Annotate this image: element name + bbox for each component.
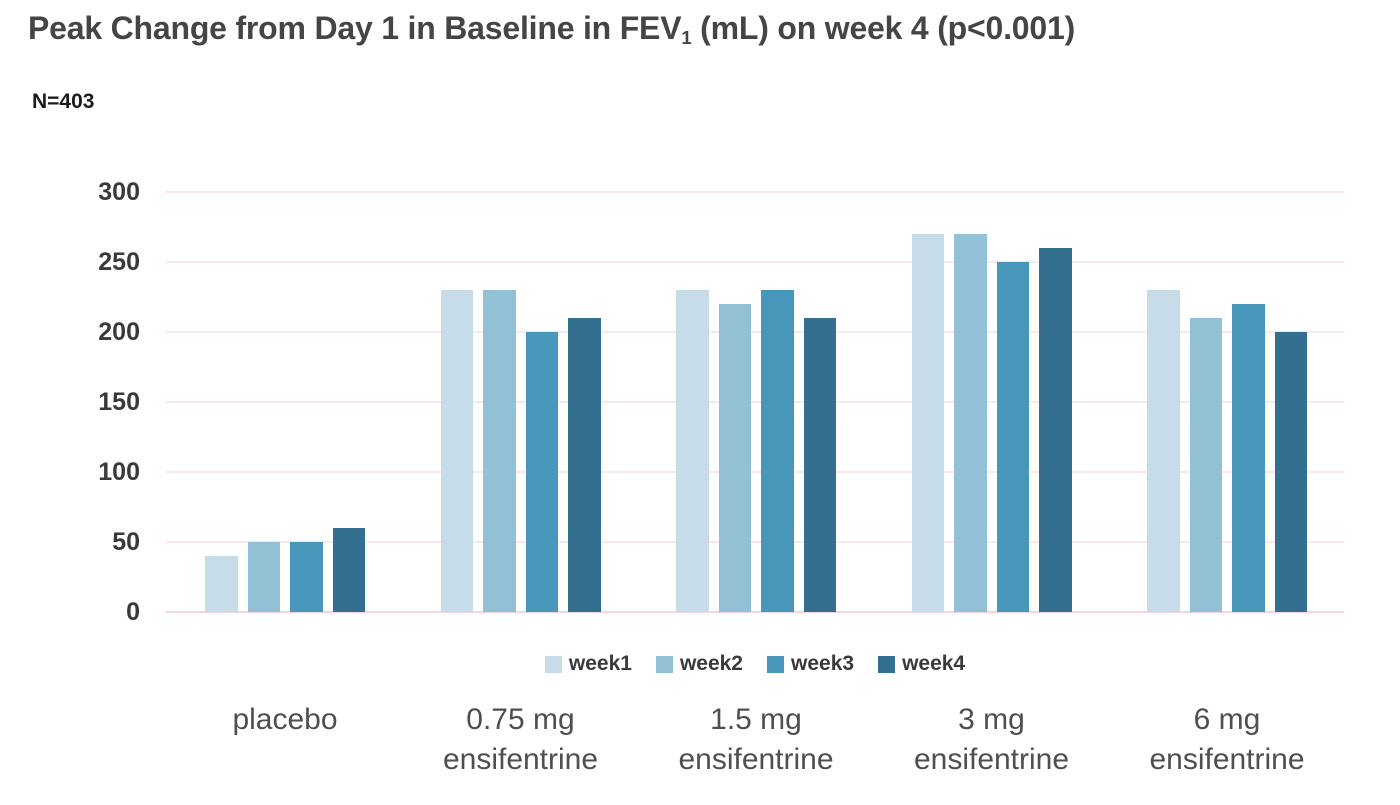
bar-week3-6-mg-ensifentrine <box>1232 304 1265 612</box>
y-tick-label-150: 150 <box>98 388 140 416</box>
chart-title-prefix: Peak Change from Day 1 in Baseline in FE… <box>28 10 682 46</box>
chart-title-suffix: (mL) on week 4 (p<0.001) <box>691 10 1076 46</box>
gridline-250 <box>166 261 1344 263</box>
x-axis-label-line: ensifentrine <box>442 743 599 776</box>
bar-week3-0-75-mg-ensifentrine <box>525 332 558 612</box>
y-tick-label-250: 250 <box>98 248 140 276</box>
bar-week3-1-5-mg-ensifentrine <box>761 290 794 612</box>
y-tick-label-50: 50 <box>112 528 140 556</box>
bar-week4-6-mg-ensifentrine <box>1274 332 1307 612</box>
bar-week2-placebo <box>247 542 280 612</box>
legend-label-week3: week3 <box>791 652 855 675</box>
x-axis-label-3-mg-ensifentrine: 3 mg ensifentrine <box>914 700 1069 780</box>
chart-title: Peak Change from Day 1 in Baseline in FE… <box>28 10 1076 49</box>
bar-week4-0-75-mg-ensifentrine <box>568 318 601 612</box>
plot-area <box>166 191 1344 613</box>
x-axis-label-6-mg-ensifentrine: 6 mg ensifentrine <box>1149 700 1304 780</box>
bar-week4-3-mg-ensifentrine <box>1039 248 1072 612</box>
legend: week1 week2 week3 week4 <box>166 652 1344 676</box>
legend-item-week2: week2 <box>655 652 743 676</box>
gridline-100 <box>166 471 1344 473</box>
bar-group-0-75-mg-ensifentrine <box>440 192 601 612</box>
y-tick-label-100: 100 <box>98 458 140 486</box>
x-axis-label-0-75-mg-ensifentrine: 0.75 mg ensifentrine <box>443 700 598 780</box>
y-tick-label-0: 0 <box>126 598 140 626</box>
x-axis-label-line: ensifentrine <box>913 743 1070 776</box>
x-axis-label-placebo: placebo <box>232 700 337 740</box>
legend-label-week1: week1 <box>568 652 632 675</box>
x-axis-label-line: ensifentrine <box>678 743 834 776</box>
bar-group-1-5-mg-ensifentrine <box>676 192 836 612</box>
chart-title-subscript: 1 <box>681 27 692 49</box>
legend-item-week3: week3 <box>767 652 854 676</box>
gridline-200 <box>166 331 1344 333</box>
legend-item-week4: week4 <box>878 652 965 676</box>
bar-week2-0-75-mg-ensifentrine <box>483 290 516 612</box>
x-axis-label-1-5-mg-ensifentrine: 1.5 mg ensifentrine <box>678 700 833 780</box>
bar-week2-6-mg-ensifentrine <box>1189 318 1222 612</box>
bar-week1-placebo <box>205 556 238 612</box>
bar-group-6-mg-ensifentrine <box>1147 192 1307 612</box>
legend-swatch-week2 <box>655 655 673 673</box>
legend-label-week2: week2 <box>679 652 743 675</box>
bar-week1-1-5-mg-ensifentrine <box>676 290 709 612</box>
bar-week2-3-mg-ensifentrine <box>954 234 987 612</box>
legend-swatch-week3 <box>767 655 784 673</box>
gridline-150 <box>166 401 1344 403</box>
bar-week4-1-5-mg-ensifentrine <box>803 318 836 612</box>
x-axis-label-line: 3 mg <box>958 703 1025 736</box>
bar-week1-0-75-mg-ensifentrine <box>440 290 473 612</box>
legend-item-week1: week1 <box>544 652 632 676</box>
gridline-300 <box>166 191 1344 193</box>
bar-week4-placebo <box>332 528 365 612</box>
legend-swatch-week1 <box>544 655 562 673</box>
bar-group-placebo <box>205 192 365 612</box>
gridline-0 <box>166 611 1344 613</box>
y-tick-label-300: 300 <box>98 178 140 206</box>
x-axis-label-line: 0.75 mg <box>466 703 575 736</box>
bar-week1-3-mg-ensifentrine <box>911 234 944 612</box>
y-tick-label-200: 200 <box>98 318 140 346</box>
gridline-50 <box>166 541 1344 543</box>
x-axis-label-line: 6 mg <box>1193 703 1261 736</box>
bar-week1-6-mg-ensifentrine <box>1147 290 1180 612</box>
sample-size-label: N=403 <box>32 90 95 113</box>
bar-week2-1-5-mg-ensifentrine <box>718 304 751 612</box>
bar-week3-placebo <box>290 542 323 612</box>
legend-swatch-week4 <box>878 655 896 673</box>
legend-label-week4: week4 <box>902 652 966 675</box>
x-axis-label-line: placebo <box>232 703 338 736</box>
x-axis-label-line: 1.5 mg <box>710 703 802 736</box>
bar-group-3-mg-ensifentrine <box>911 192 1072 612</box>
x-axis-label-line: ensifentrine <box>1149 743 1305 776</box>
bar-week3-3-mg-ensifentrine <box>996 262 1029 612</box>
